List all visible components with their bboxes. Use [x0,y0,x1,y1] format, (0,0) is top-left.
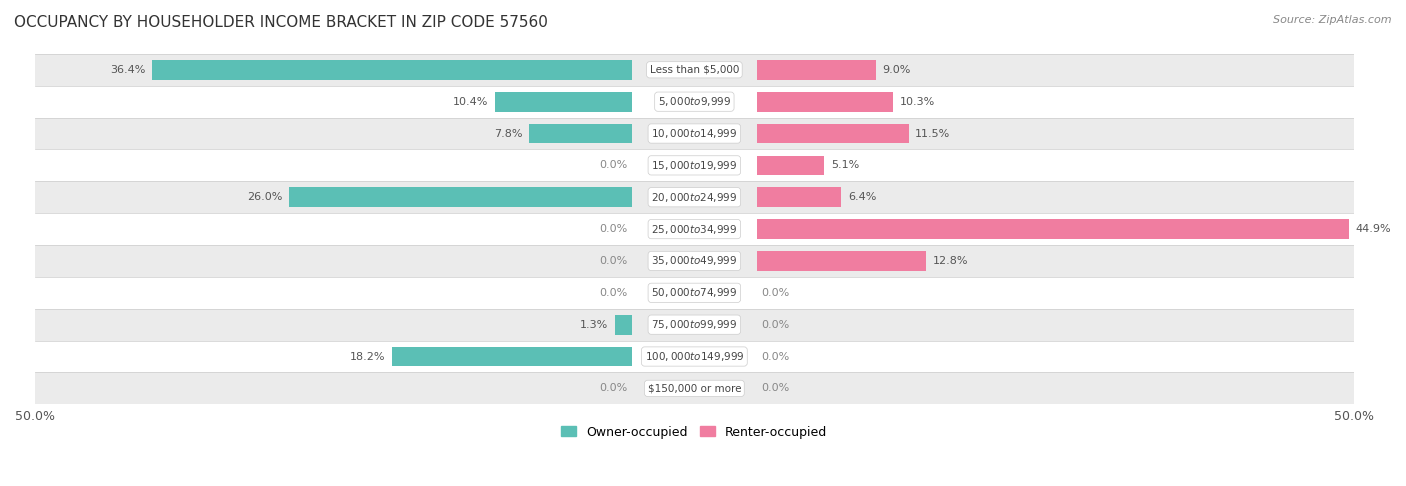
Bar [529,123,631,143]
Text: 11.5%: 11.5% [915,128,950,139]
Bar [756,92,893,112]
Bar [756,60,876,80]
Text: 7.8%: 7.8% [494,128,522,139]
Legend: Owner-occupied, Renter-occupied: Owner-occupied, Renter-occupied [557,420,832,444]
Text: $20,000 to $24,999: $20,000 to $24,999 [651,191,738,204]
Text: 44.9%: 44.9% [1355,224,1392,234]
Bar [35,118,1354,150]
Bar [35,245,1354,277]
Text: $15,000 to $19,999: $15,000 to $19,999 [651,159,738,172]
Text: $50,000 to $74,999: $50,000 to $74,999 [651,286,738,299]
Bar [35,181,1354,213]
Bar [152,60,631,80]
Text: $5,000 to $9,999: $5,000 to $9,999 [658,95,731,108]
Text: 0.0%: 0.0% [599,288,627,298]
Text: 1.3%: 1.3% [579,320,607,330]
Text: Source: ZipAtlas.com: Source: ZipAtlas.com [1274,15,1392,25]
Text: 9.0%: 9.0% [883,65,911,75]
Text: 10.4%: 10.4% [453,97,488,106]
Bar [35,213,1354,245]
Text: 0.0%: 0.0% [761,383,789,393]
Text: 36.4%: 36.4% [110,65,145,75]
Text: $25,000 to $34,999: $25,000 to $34,999 [651,223,738,236]
Bar [495,92,631,112]
Bar [756,219,1350,239]
Text: 0.0%: 0.0% [599,224,627,234]
Text: 0.0%: 0.0% [599,383,627,393]
Text: 0.0%: 0.0% [761,320,789,330]
Bar [35,309,1354,341]
Bar [392,347,631,366]
Text: 26.0%: 26.0% [247,192,283,202]
Bar [756,188,841,207]
Bar [756,123,908,143]
Text: $150,000 or more: $150,000 or more [648,383,741,393]
Bar [756,251,925,271]
Text: $100,000 to $149,999: $100,000 to $149,999 [644,350,744,363]
Text: 18.2%: 18.2% [350,351,385,362]
Text: OCCUPANCY BY HOUSEHOLDER INCOME BRACKET IN ZIP CODE 57560: OCCUPANCY BY HOUSEHOLDER INCOME BRACKET … [14,15,548,30]
Bar [35,341,1354,372]
Text: 5.1%: 5.1% [831,160,859,171]
Text: $35,000 to $49,999: $35,000 to $49,999 [651,255,738,267]
Text: 10.3%: 10.3% [900,97,935,106]
Bar [756,156,824,175]
Bar [614,315,631,334]
Bar [35,372,1354,404]
Bar [288,188,631,207]
Text: 12.8%: 12.8% [932,256,967,266]
Text: $10,000 to $14,999: $10,000 to $14,999 [651,127,738,140]
Text: 0.0%: 0.0% [599,256,627,266]
Bar [35,150,1354,181]
Bar [35,277,1354,309]
Text: $75,000 to $99,999: $75,000 to $99,999 [651,318,738,331]
Text: Less than $5,000: Less than $5,000 [650,65,740,75]
Bar [35,54,1354,86]
Text: 0.0%: 0.0% [599,160,627,171]
Text: 0.0%: 0.0% [761,351,789,362]
Text: 0.0%: 0.0% [761,288,789,298]
Bar [35,86,1354,118]
Text: 6.4%: 6.4% [848,192,876,202]
